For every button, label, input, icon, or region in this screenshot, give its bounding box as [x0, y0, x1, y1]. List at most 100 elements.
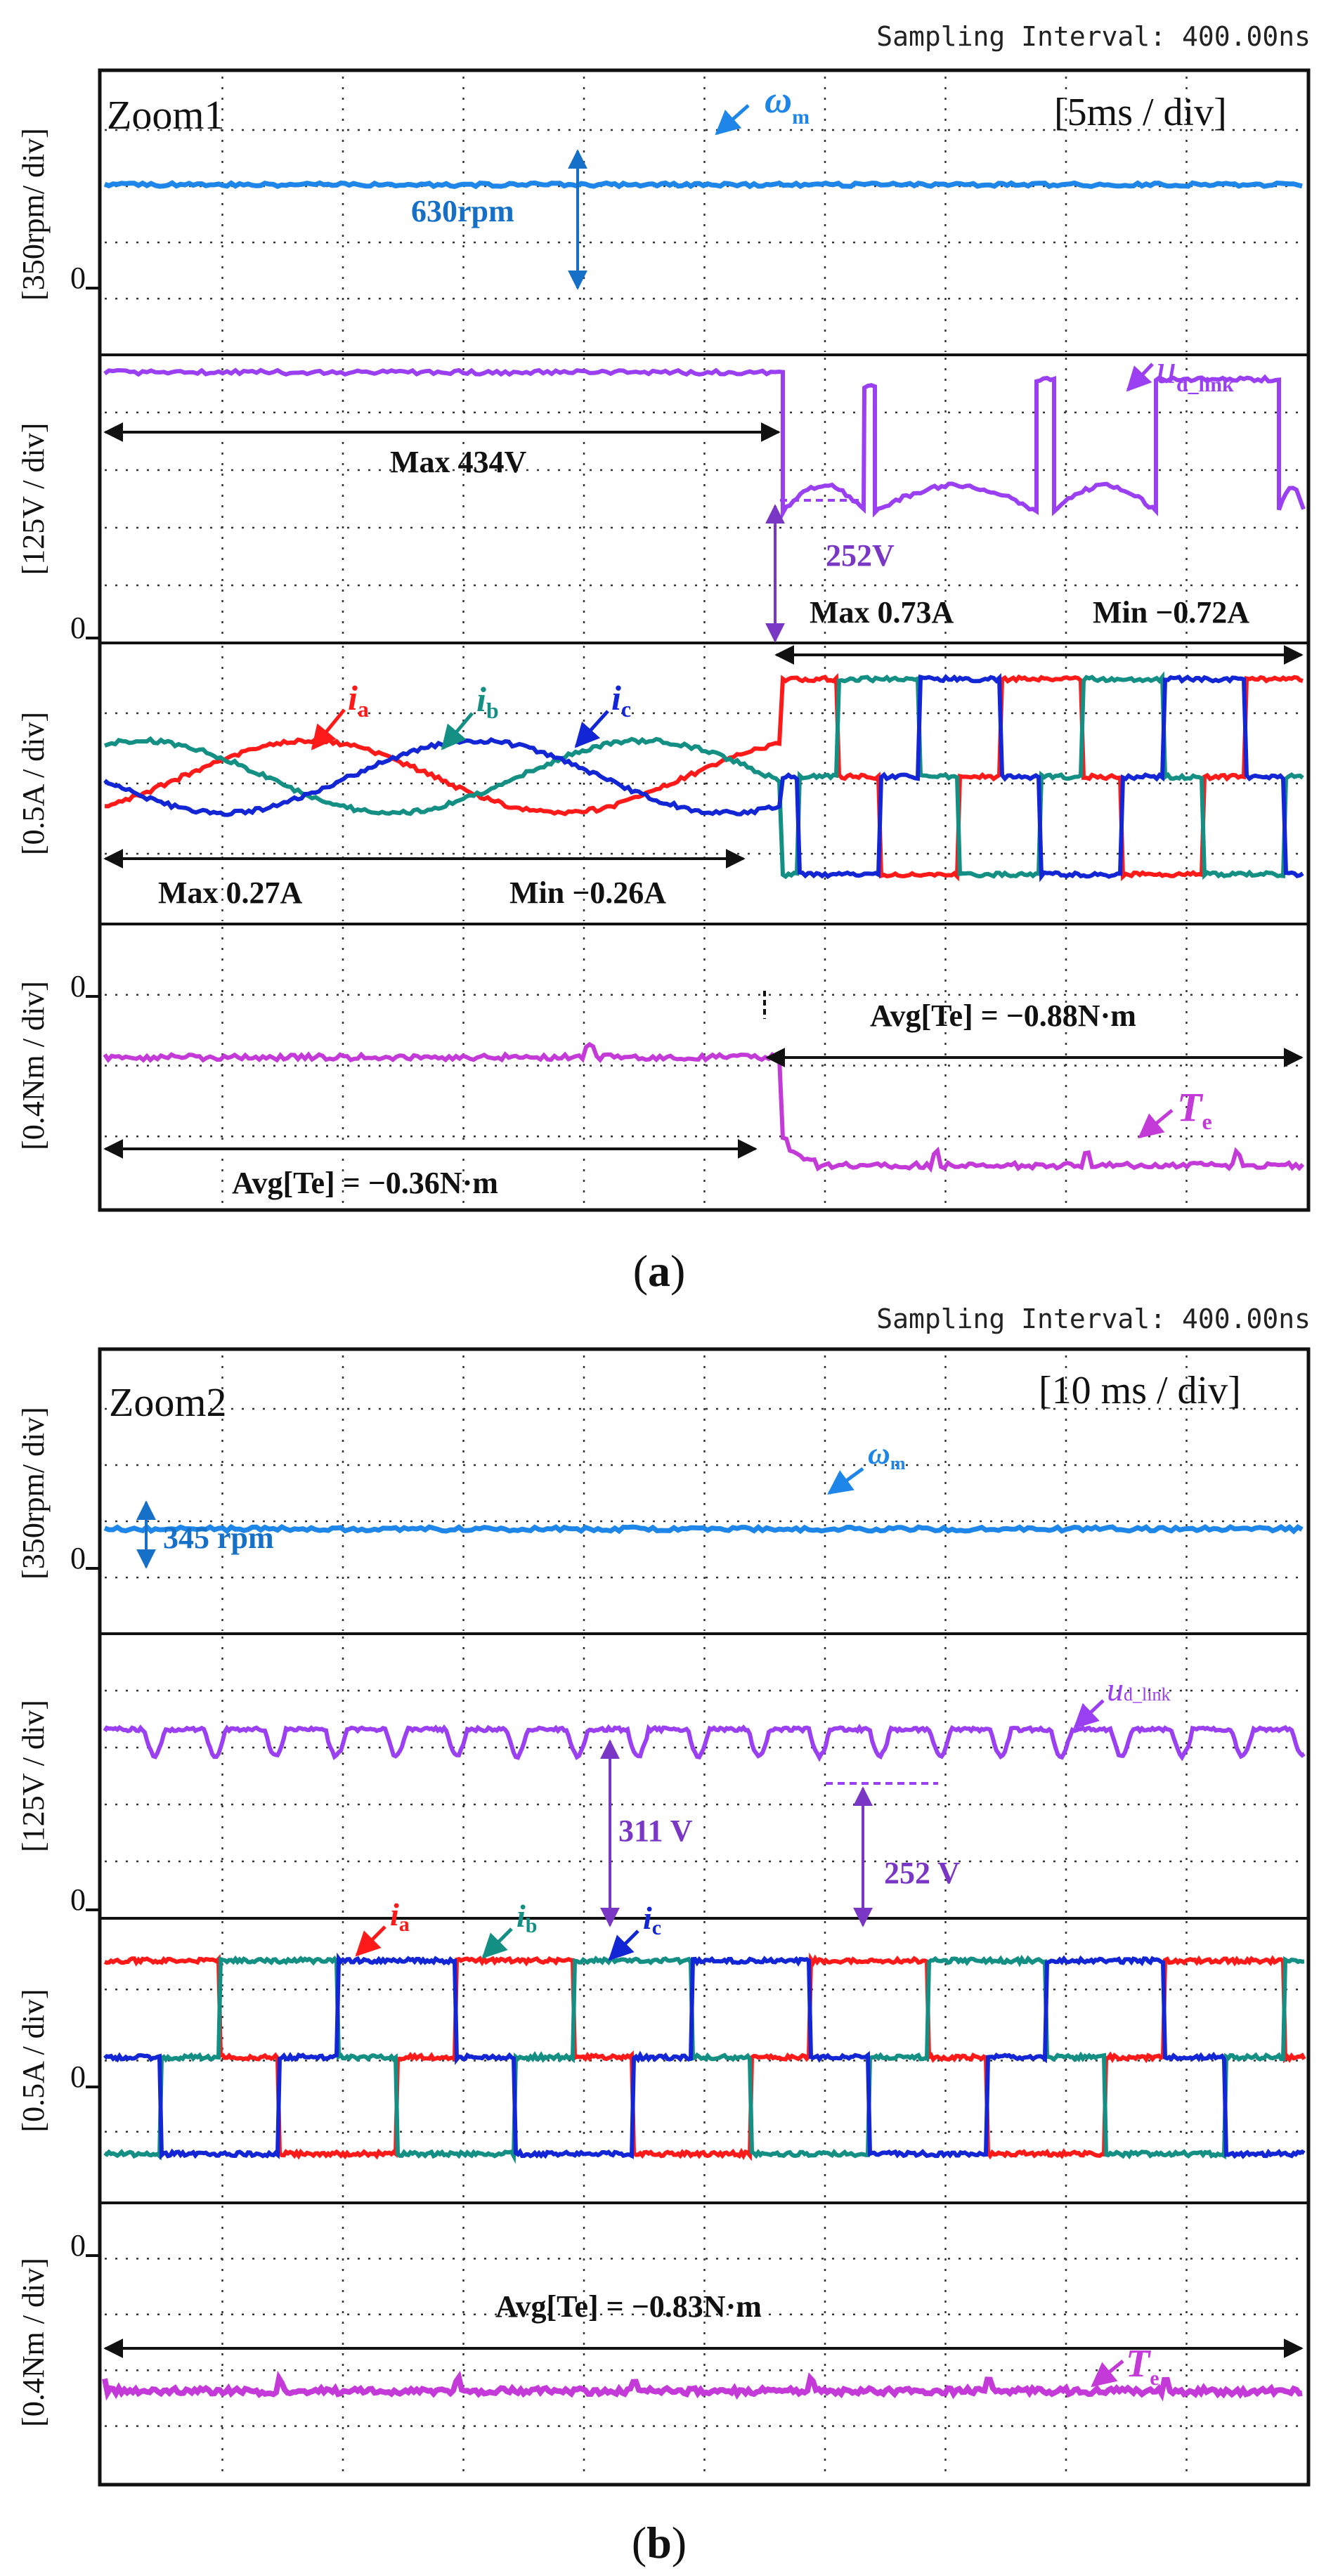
caption-b-open: (	[632, 2518, 646, 2568]
trace-udlink-a	[105, 370, 1304, 513]
te-sub-b: e	[1150, 2367, 1159, 2390]
traces-b	[105, 1527, 1304, 2394]
ylabel-dclink-a: [125V / div]	[16, 423, 51, 575]
udlink-sub-b: d_link	[1124, 1684, 1170, 1705]
ylabel-torque-a: [0.4Nm / div]	[16, 981, 51, 1150]
ic-symbol-a: i	[611, 678, 621, 717]
svg-text:ic: ic	[643, 1900, 661, 1939]
udlink-symbol-b: u	[1107, 1671, 1124, 1708]
ib-sub-a: b	[486, 698, 499, 723]
ylabel-speed-b: [350rpm/ div]	[16, 1407, 51, 1580]
pointer-omega-b	[829, 1469, 863, 1493]
zero-label-torque-b: 0	[70, 2228, 86, 2263]
label-ia-a: ia	[313, 678, 369, 748]
svg-text:ωm: ωm	[868, 1436, 906, 1474]
omega-symbol-b: ω	[868, 1436, 890, 1471]
annotation-max-dclink-a: Max 434V	[105, 432, 779, 479]
svg-text:ia: ia	[348, 678, 369, 722]
text-max-after-a: Max 0.73A	[810, 595, 954, 630]
sampling-interval-b: Sampling Interval: 400.00ns	[876, 1303, 1311, 1334]
svg-text:ud_link: ud_link	[1107, 1671, 1170, 1708]
text-min-before-a: Min −0.26A	[509, 876, 666, 910]
caption-a-close: )	[670, 1246, 685, 1296]
ia-symbol-a: i	[348, 678, 358, 717]
omega-sub-b: m	[890, 1453, 906, 1474]
label-te-a: Te	[1140, 1084, 1212, 1137]
label-udlink-b: ud_link	[1075, 1671, 1170, 1727]
text-min-after-a: Min −0.72A	[1093, 595, 1249, 630]
svg-text:Te: Te	[1177, 1084, 1212, 1134]
ylabel-current-a: [0.5A / div]	[16, 712, 51, 855]
label-omega-a: ωm	[717, 79, 810, 134]
zoom-label-b: Zoom2	[109, 1379, 227, 1425]
svg-text:ib: ib	[476, 679, 499, 723]
ib-symbol-a: i	[476, 679, 486, 719]
zero-label-dclink-a: 0	[70, 611, 86, 645]
pointer-te-b	[1093, 2361, 1123, 2386]
caption-b: (b)	[632, 2518, 687, 2568]
text-avg-before-a: Avg[Te] = −0.36N·m	[232, 1166, 498, 1200]
label-ib-b: ib	[483, 1898, 537, 1957]
ib-symbol-b: i	[516, 1898, 526, 1934]
label-ia-b: ia	[357, 1897, 410, 1955]
pointer-ic-a	[576, 711, 608, 746]
svg-text:ib: ib	[516, 1898, 537, 1937]
timebase-b: [10 ms / div]	[1039, 1369, 1241, 1412]
ylabels-a: [350rpm/ div] 0 [125V / div] 0 [0.5A / div] […	[16, 128, 100, 1150]
label-omega-b: ωm	[829, 1436, 906, 1493]
pointer-ia-b	[357, 1927, 385, 1955]
te-symbol-a: T	[1177, 1084, 1204, 1130]
udlink-symbol-a: u	[1156, 346, 1176, 392]
text-speed-level-b: 345 rpm	[163, 1521, 274, 1555]
text-dclink-drop-a: 252V	[826, 538, 895, 573]
trace-omega-b	[105, 1527, 1302, 1531]
annotation-speed-level-b: 345 rpm	[146, 1502, 274, 1567]
text-max-before-a: Max 0.27A	[158, 876, 303, 910]
svg-text:ia: ia	[390, 1897, 410, 1936]
caption-b-letter: b	[646, 2518, 672, 2568]
ic-sub-b: c	[652, 1916, 661, 1939]
caption-a-letter: a	[648, 1246, 670, 1296]
ylabels-b: [350rpm/ div] 0 [125V / div] 0 [0.5A / div] 0…	[16, 1407, 100, 2427]
udlink-sub-a: d_link	[1176, 373, 1234, 396]
omega-sub-a: m	[792, 105, 810, 129]
svg-text:ωm: ωm	[765, 79, 810, 129]
zoom-label-a: Zoom1	[107, 92, 225, 138]
text-dclink-avg-b: 311 V	[618, 1814, 693, 1848]
ic-symbol-b: i	[643, 1900, 652, 1936]
caption-b-close: )	[672, 2518, 687, 2568]
ylabel-current-b: [0.5A / div]	[16, 1989, 51, 2132]
te-sub-a: e	[1202, 1109, 1211, 1134]
pointer-omega-a	[717, 105, 748, 134]
text-avg-te-b: Avg[Te] = −0.83N·m	[495, 2289, 762, 2324]
zero-label-speed-b: 0	[70, 1541, 86, 1575]
pointer-udlink-b	[1075, 1700, 1103, 1727]
zero-label-torque-a: 0	[70, 969, 86, 1003]
trace-te-b	[105, 2377, 1302, 2394]
text-dclink-min-b: 252 V	[884, 1856, 960, 1890]
caption-a: (a)	[633, 1246, 686, 1296]
omega-symbol-a: ω	[765, 79, 792, 121]
ylabel-torque-b: [0.4Nm / div]	[16, 2258, 51, 2427]
ia-sub-a: a	[358, 696, 369, 722]
caption-a-open: (	[633, 1246, 648, 1296]
text-speed-drop-a: 630rpm	[411, 194, 514, 228]
zero-label-dclink-b: 0	[70, 1882, 86, 1917]
pointer-ic-b	[610, 1931, 638, 1959]
text-avg-after-a: Avg[Te] = −0.88N·m	[870, 998, 1136, 1033]
zero-label-speed-a: 0	[70, 261, 86, 295]
ic-sub-a: c	[621, 696, 631, 722]
grid-a	[100, 77, 1308, 1204]
sampling-interval-a: Sampling Interval: 400.00ns	[876, 21, 1311, 52]
annotation-dclink-min-b: 252 V	[826, 1783, 960, 1925]
ylabel-speed-a: [350rpm/ div]	[16, 128, 51, 301]
ib-sub-b: b	[526, 1914, 538, 1937]
annotation-dclink-avg-b: 311 V	[610, 1741, 693, 1925]
ia-symbol-b: i	[390, 1897, 399, 1932]
label-ic-b: ic	[610, 1900, 661, 1959]
ia-sub-b: a	[399, 1913, 410, 1936]
ylabel-dclink-b: [125V / div]	[16, 1700, 51, 1852]
pointer-ib-b	[483, 1929, 512, 1957]
trace-omega-a	[105, 183, 1302, 186]
